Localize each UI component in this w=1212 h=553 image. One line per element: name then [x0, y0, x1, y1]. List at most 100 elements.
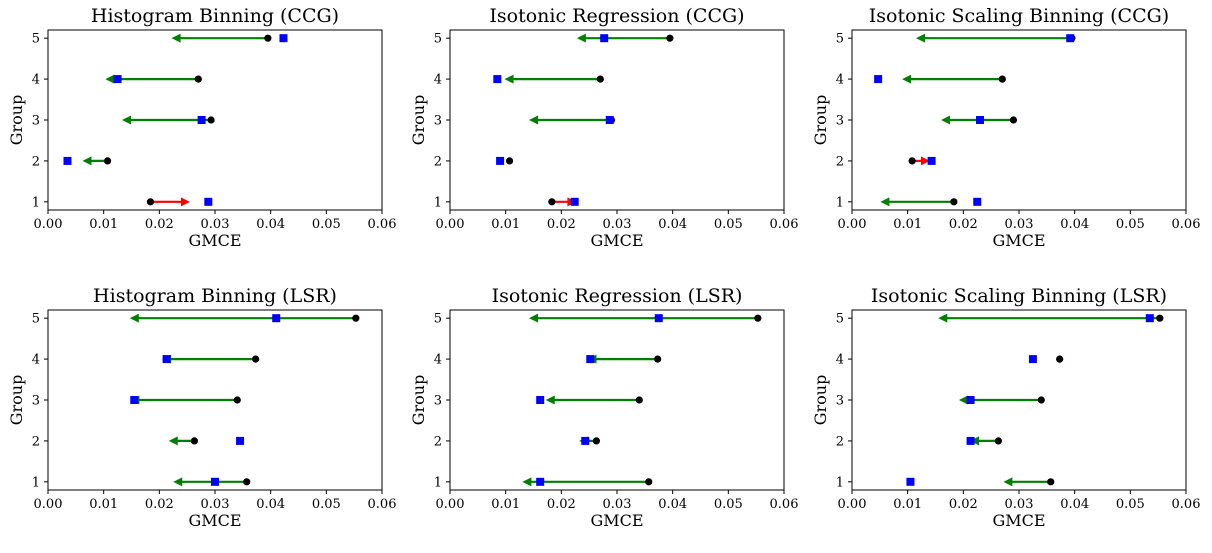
start-point-group-4	[998, 75, 1006, 83]
arrow-head-group-5	[916, 33, 926, 43]
x-tick-label: 0.03	[201, 497, 230, 512]
x-tick-label: 0.06	[368, 497, 397, 512]
start-point-group-2	[103, 157, 112, 165]
arrow-head-group-5	[171, 33, 181, 43]
start-point-group-5	[666, 34, 674, 42]
square-point-group-1	[906, 477, 915, 486]
square-point-group-2	[966, 436, 975, 445]
x-tick-label: 0.06	[1172, 497, 1201, 512]
start-point-group-3	[233, 396, 241, 404]
x-tick-label: 0.05	[1116, 497, 1145, 512]
arrow-head-group-5	[938, 313, 948, 323]
y-tick-label: 4	[32, 353, 40, 368]
subplot-6: Isotonic Scaling Binning (LSR) 0.00 0.01 0.…	[811, 285, 1200, 530]
axes-frame	[47, 29, 383, 211]
x-axis-label: GMCE	[590, 511, 643, 530]
axes-frame	[449, 309, 785, 491]
square-point-group-4	[113, 75, 122, 84]
start-point-group-1	[146, 198, 155, 206]
square-point-group-1	[211, 477, 219, 486]
x-tick-label: 0.00	[34, 217, 63, 232]
y-tick-label: 2	[434, 434, 442, 449]
axes-frame	[449, 29, 785, 211]
start-point-group-2	[505, 157, 514, 165]
arrow-head-group-1	[880, 197, 890, 207]
start-point-group-2	[592, 437, 601, 445]
x-tick-label: 0.05	[312, 497, 341, 512]
y-tick-label: 3	[434, 114, 442, 129]
arrow-head-group-5	[576, 33, 586, 43]
x-tick-label: 0.01	[893, 497, 922, 512]
start-point-group-5	[264, 34, 272, 42]
x-tick-label: 0.00	[436, 497, 465, 512]
start-point-group-2	[908, 157, 916, 165]
x-tick-label: 0.01	[89, 497, 118, 512]
x-tick-label: 0.04	[256, 497, 285, 512]
y-tick-label: 5	[434, 312, 442, 327]
subplot-1: Histogram Binning (CCG) 0.00 0.01 0.02 0.03 0…	[7, 5, 396, 250]
x-tick-label: 0.02	[949, 497, 978, 512]
x-axis-label: GMCE	[992, 231, 1045, 250]
x-axis-label: GMCE	[590, 231, 643, 250]
y-tick-label: 3	[32, 114, 40, 129]
start-point-group-4	[654, 355, 662, 363]
x-tick-label: 0.02	[949, 217, 978, 232]
subplot-title: Isotonic Regression (CCG)	[489, 5, 744, 27]
x-tick-label: 0.06	[368, 217, 397, 232]
square-point-group-3	[976, 116, 985, 124]
x-tick-label: 0.00	[436, 217, 465, 232]
x-tick-label: 0.03	[1005, 217, 1034, 232]
subplot-title: Isotonic Regression (LSR)	[492, 285, 743, 307]
x-tick-label: 0.05	[312, 217, 341, 232]
y-axis-label: Group	[7, 95, 26, 146]
start-point-group-1	[243, 478, 251, 486]
square-point-group-1	[204, 197, 213, 206]
arrow-head-group-5	[529, 313, 539, 323]
start-point-group-5	[754, 314, 762, 322]
y-tick-label: 1	[434, 195, 442, 210]
y-tick-label: 3	[32, 394, 40, 409]
arrow-head-group-2	[82, 156, 92, 166]
y-tick-label: 5	[434, 32, 442, 47]
square-point-group-5	[279, 34, 288, 43]
x-axis-label: GMCE	[188, 511, 241, 530]
arrow-head-group-4	[902, 74, 912, 84]
subplot-2: Isotonic Regression (CCG) 0.00 0.01 0.02 0.0…	[409, 5, 798, 250]
y-axis-label: Group	[7, 375, 26, 426]
y-tick-label: 5	[836, 32, 844, 47]
x-tick-label: 0.01	[893, 217, 922, 232]
x-tick-label: 0.03	[1005, 497, 1034, 512]
y-axis-label: Group	[409, 375, 428, 426]
subplot-title: Histogram Binning (LSR)	[93, 285, 337, 307]
start-point-group-4	[252, 355, 260, 363]
square-point-group-2	[496, 156, 505, 165]
square-point-group-5	[1145, 314, 1154, 323]
square-point-group-4	[162, 355, 171, 364]
x-tick-label: 0.06	[770, 497, 799, 512]
subplot-5: Isotonic Regression (LSR) 0.00 0.01 0.02 0.0…	[409, 285, 798, 530]
x-tick-label: 0.06	[770, 217, 799, 232]
square-point-group-4	[493, 75, 502, 84]
y-tick-label: 3	[836, 114, 844, 129]
square-point-group-4	[874, 75, 883, 84]
y-tick-label: 2	[836, 434, 844, 449]
arrow-head-group-3	[529, 115, 539, 125]
start-point-group-5	[1156, 314, 1164, 322]
square-point-group-3	[536, 396, 545, 404]
x-tick-label: 0.04	[256, 217, 285, 232]
x-tick-label: 0.04	[658, 217, 687, 232]
y-axis-label: Group	[409, 95, 428, 146]
x-tick-label: 0.02	[547, 497, 576, 512]
x-tick-label: 0.01	[89, 217, 118, 232]
square-point-group-5	[272, 314, 281, 323]
square-point-group-3	[197, 116, 206, 124]
x-tick-label: 0.06	[1172, 217, 1201, 232]
y-tick-label: 4	[836, 353, 844, 368]
start-point-group-1	[950, 198, 958, 206]
start-point-group-1	[548, 198, 556, 206]
start-point-group-3	[207, 116, 215, 124]
y-tick-label: 1	[32, 475, 40, 490]
arrow-head-group-1	[173, 477, 183, 487]
start-point-group-2	[190, 437, 199, 445]
